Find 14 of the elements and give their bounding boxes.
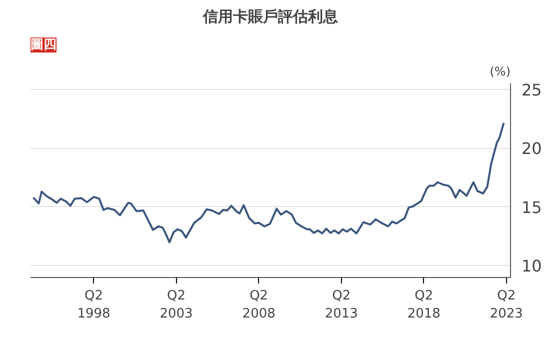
y-tick-label: 20 (522, 139, 542, 158)
y-tick-label: 15 (522, 198, 542, 217)
x-tick-label: Q2 2023 (490, 288, 523, 322)
line-series (32, 122, 505, 244)
y-axis-title: (%) (490, 64, 510, 78)
x-tick-label: Q2 2008 (242, 288, 276, 322)
text: 圖四 (30, 38, 56, 52)
x-tick-label: Q2 1998 (77, 288, 110, 322)
y-tick-label: 25 (522, 80, 542, 100)
y-tick-label: 10 (522, 256, 542, 276)
x-tick-label: Q2 2003 (160, 288, 193, 322)
x-tick-label: Q2 2013 (324, 288, 358, 322)
x-tick-label: Q2 2018 (407, 288, 440, 322)
chart-title: 信用卡賬戶評估利息 (202, 8, 339, 26)
